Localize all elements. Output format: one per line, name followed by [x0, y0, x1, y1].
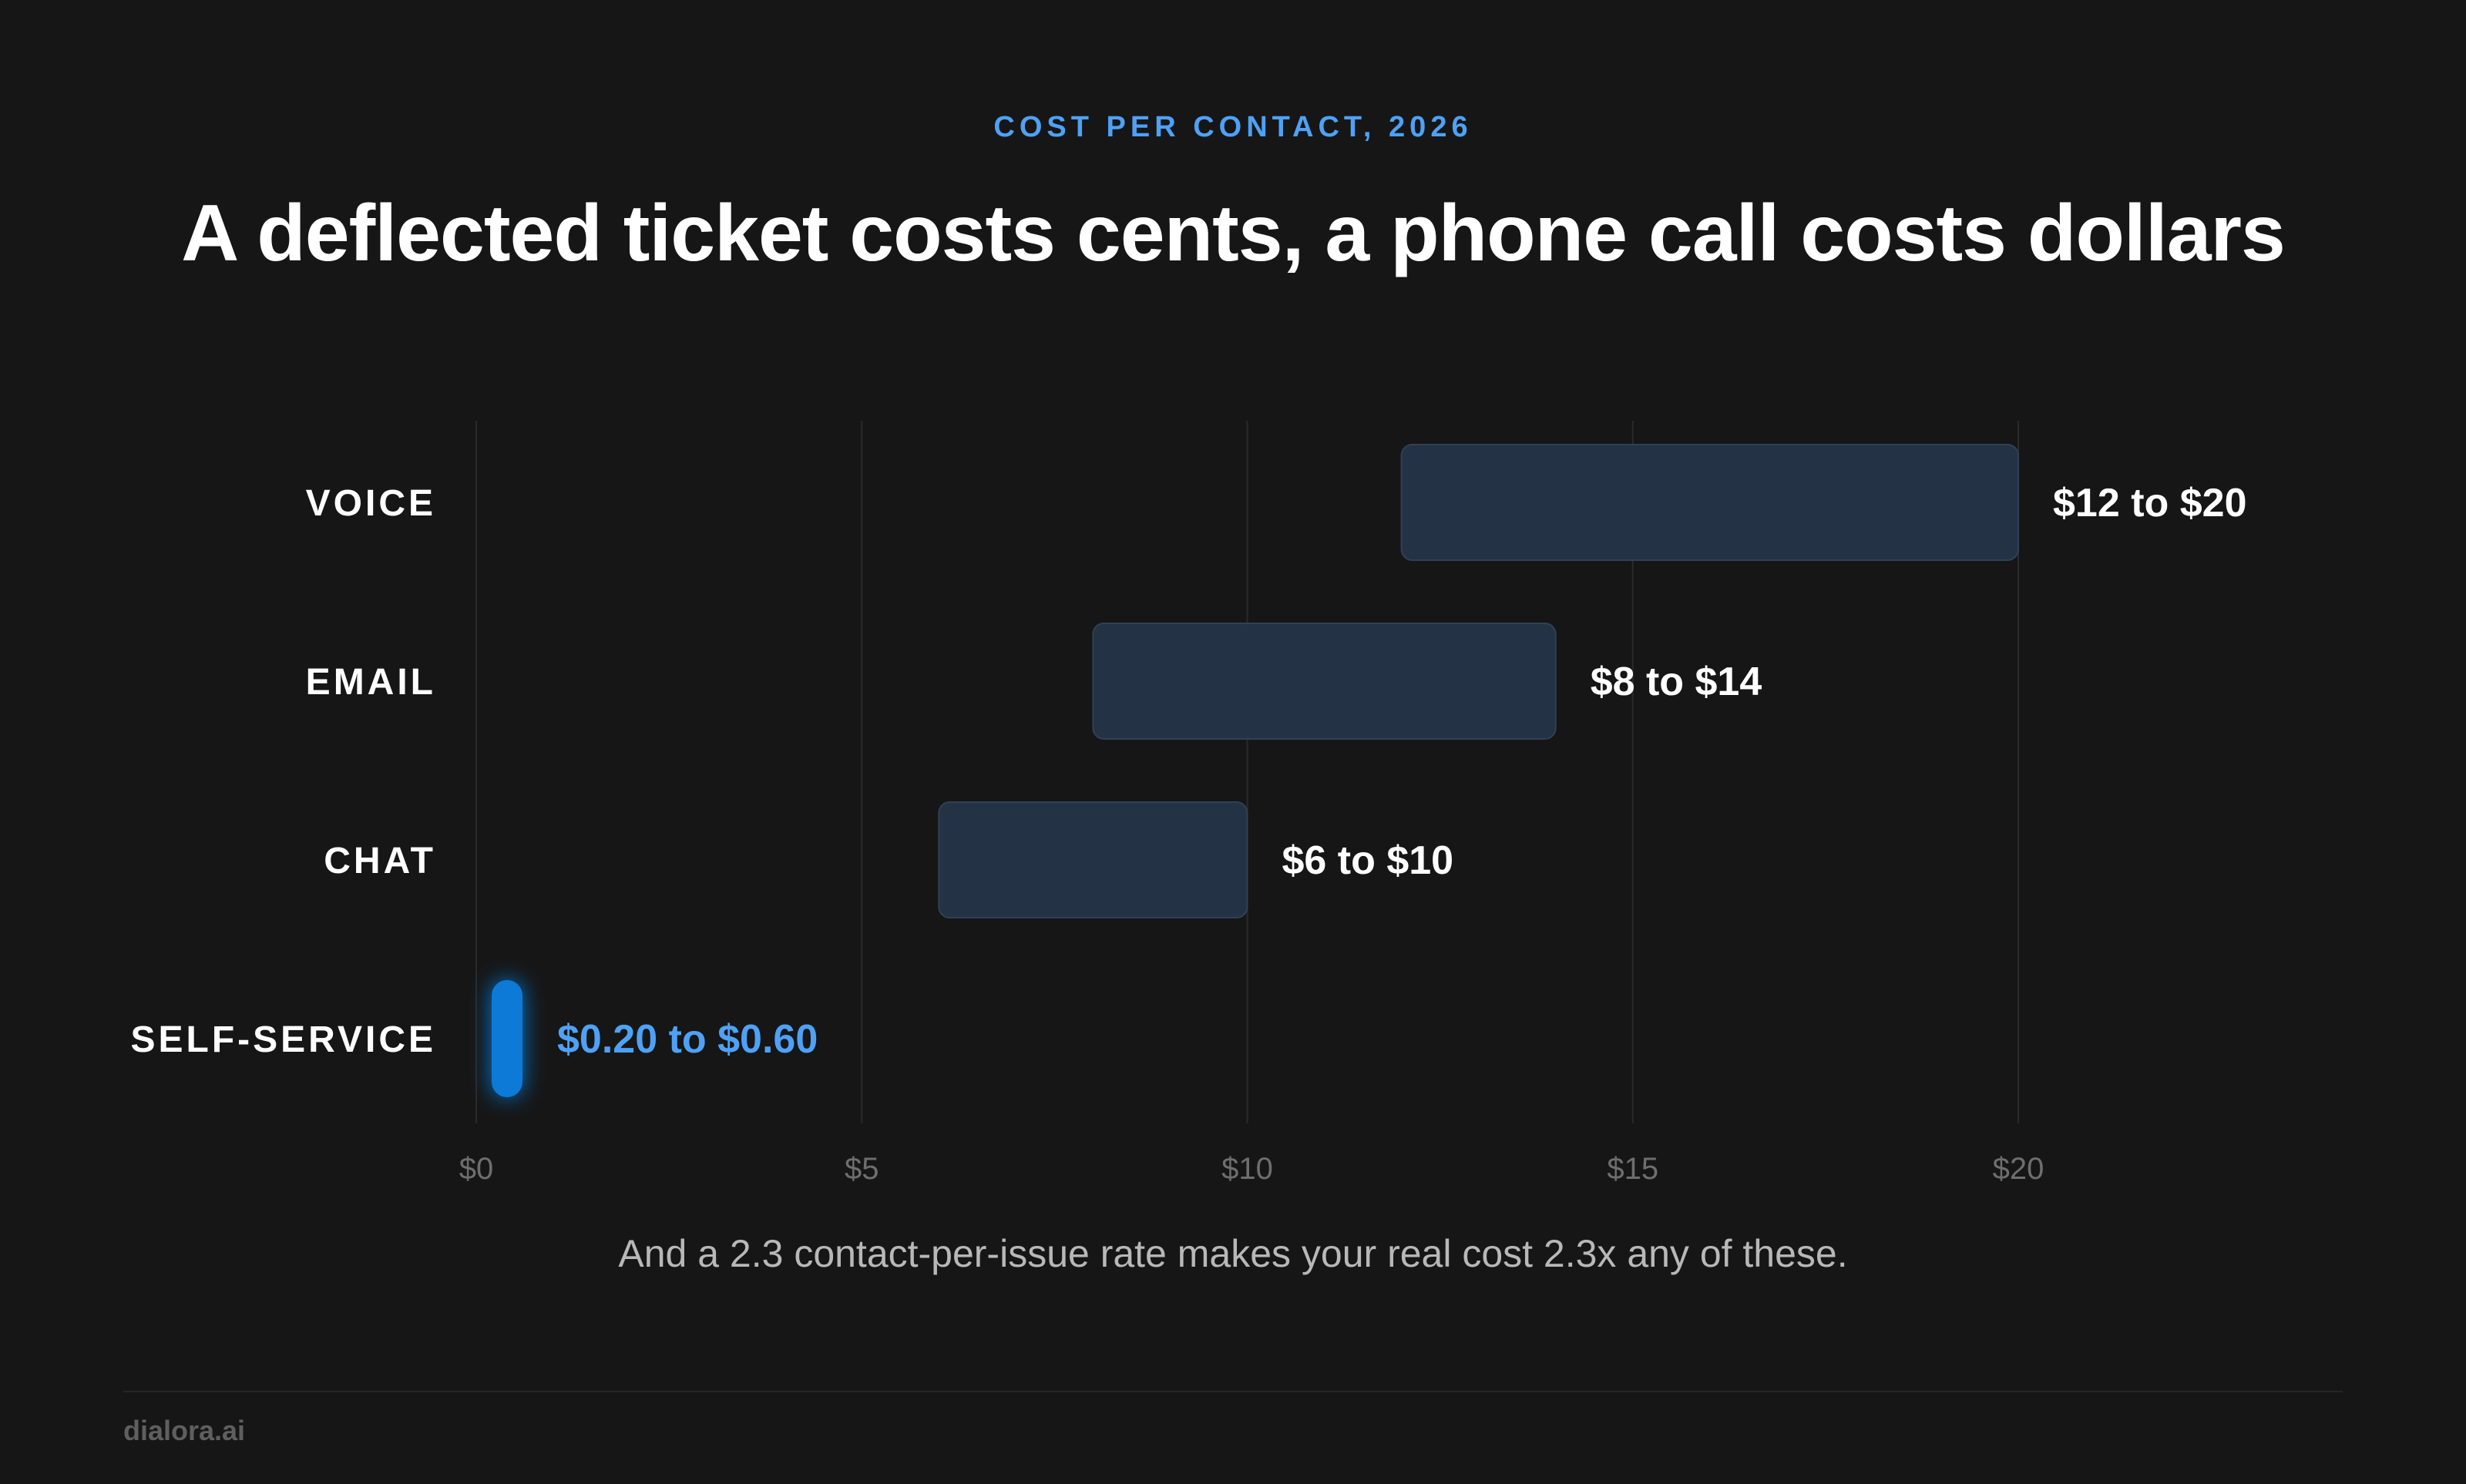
category-label: VOICE [306, 483, 436, 524]
range-bar [1400, 444, 2019, 561]
range-bar [1092, 623, 1557, 740]
range-bar [492, 980, 523, 1097]
x-tick-label: $5 [845, 1152, 879, 1186]
range-value-label: $6 to $10 [1282, 838, 1454, 883]
chart-title: A deflected ticket costs cents, a phone … [181, 189, 2286, 278]
category-label: EMAIL [306, 662, 436, 703]
chart-eyebrow: COST PER CONTACT, 2026 [993, 111, 1473, 143]
x-tick-label: $15 [1607, 1152, 1658, 1186]
x-tick-label: $0 [459, 1152, 494, 1186]
brand-wordmark: dialora.ai [123, 1415, 246, 1446]
bars [492, 444, 2019, 1097]
x-tick-label: $20 [1993, 1152, 2044, 1186]
range-value-label: $12 to $20 [2053, 481, 2247, 525]
range-value-label: $8 to $14 [1591, 660, 1762, 704]
range-bar-chart: $0 $5 $10 $15 $20 VOICE $12 to $20 EMAIL $8 to $… [130, 421, 2247, 1186]
chart-subtitle: And a 2.3 contact-per-issue rate makes y… [618, 1232, 1848, 1275]
category-label: SELF-SERVICE [130, 1019, 436, 1060]
range-bar [938, 801, 1248, 918]
x-tick-label: $10 [1221, 1152, 1273, 1186]
footer-divider [123, 1391, 2343, 1392]
range-value-label: $0.20 to $0.60 [557, 1017, 818, 1062]
labels: $0 $5 $10 $15 $20 VOICE $12 to $20 EMAIL $8 to $… [130, 481, 2246, 1186]
category-label: CHAT [324, 841, 436, 881]
